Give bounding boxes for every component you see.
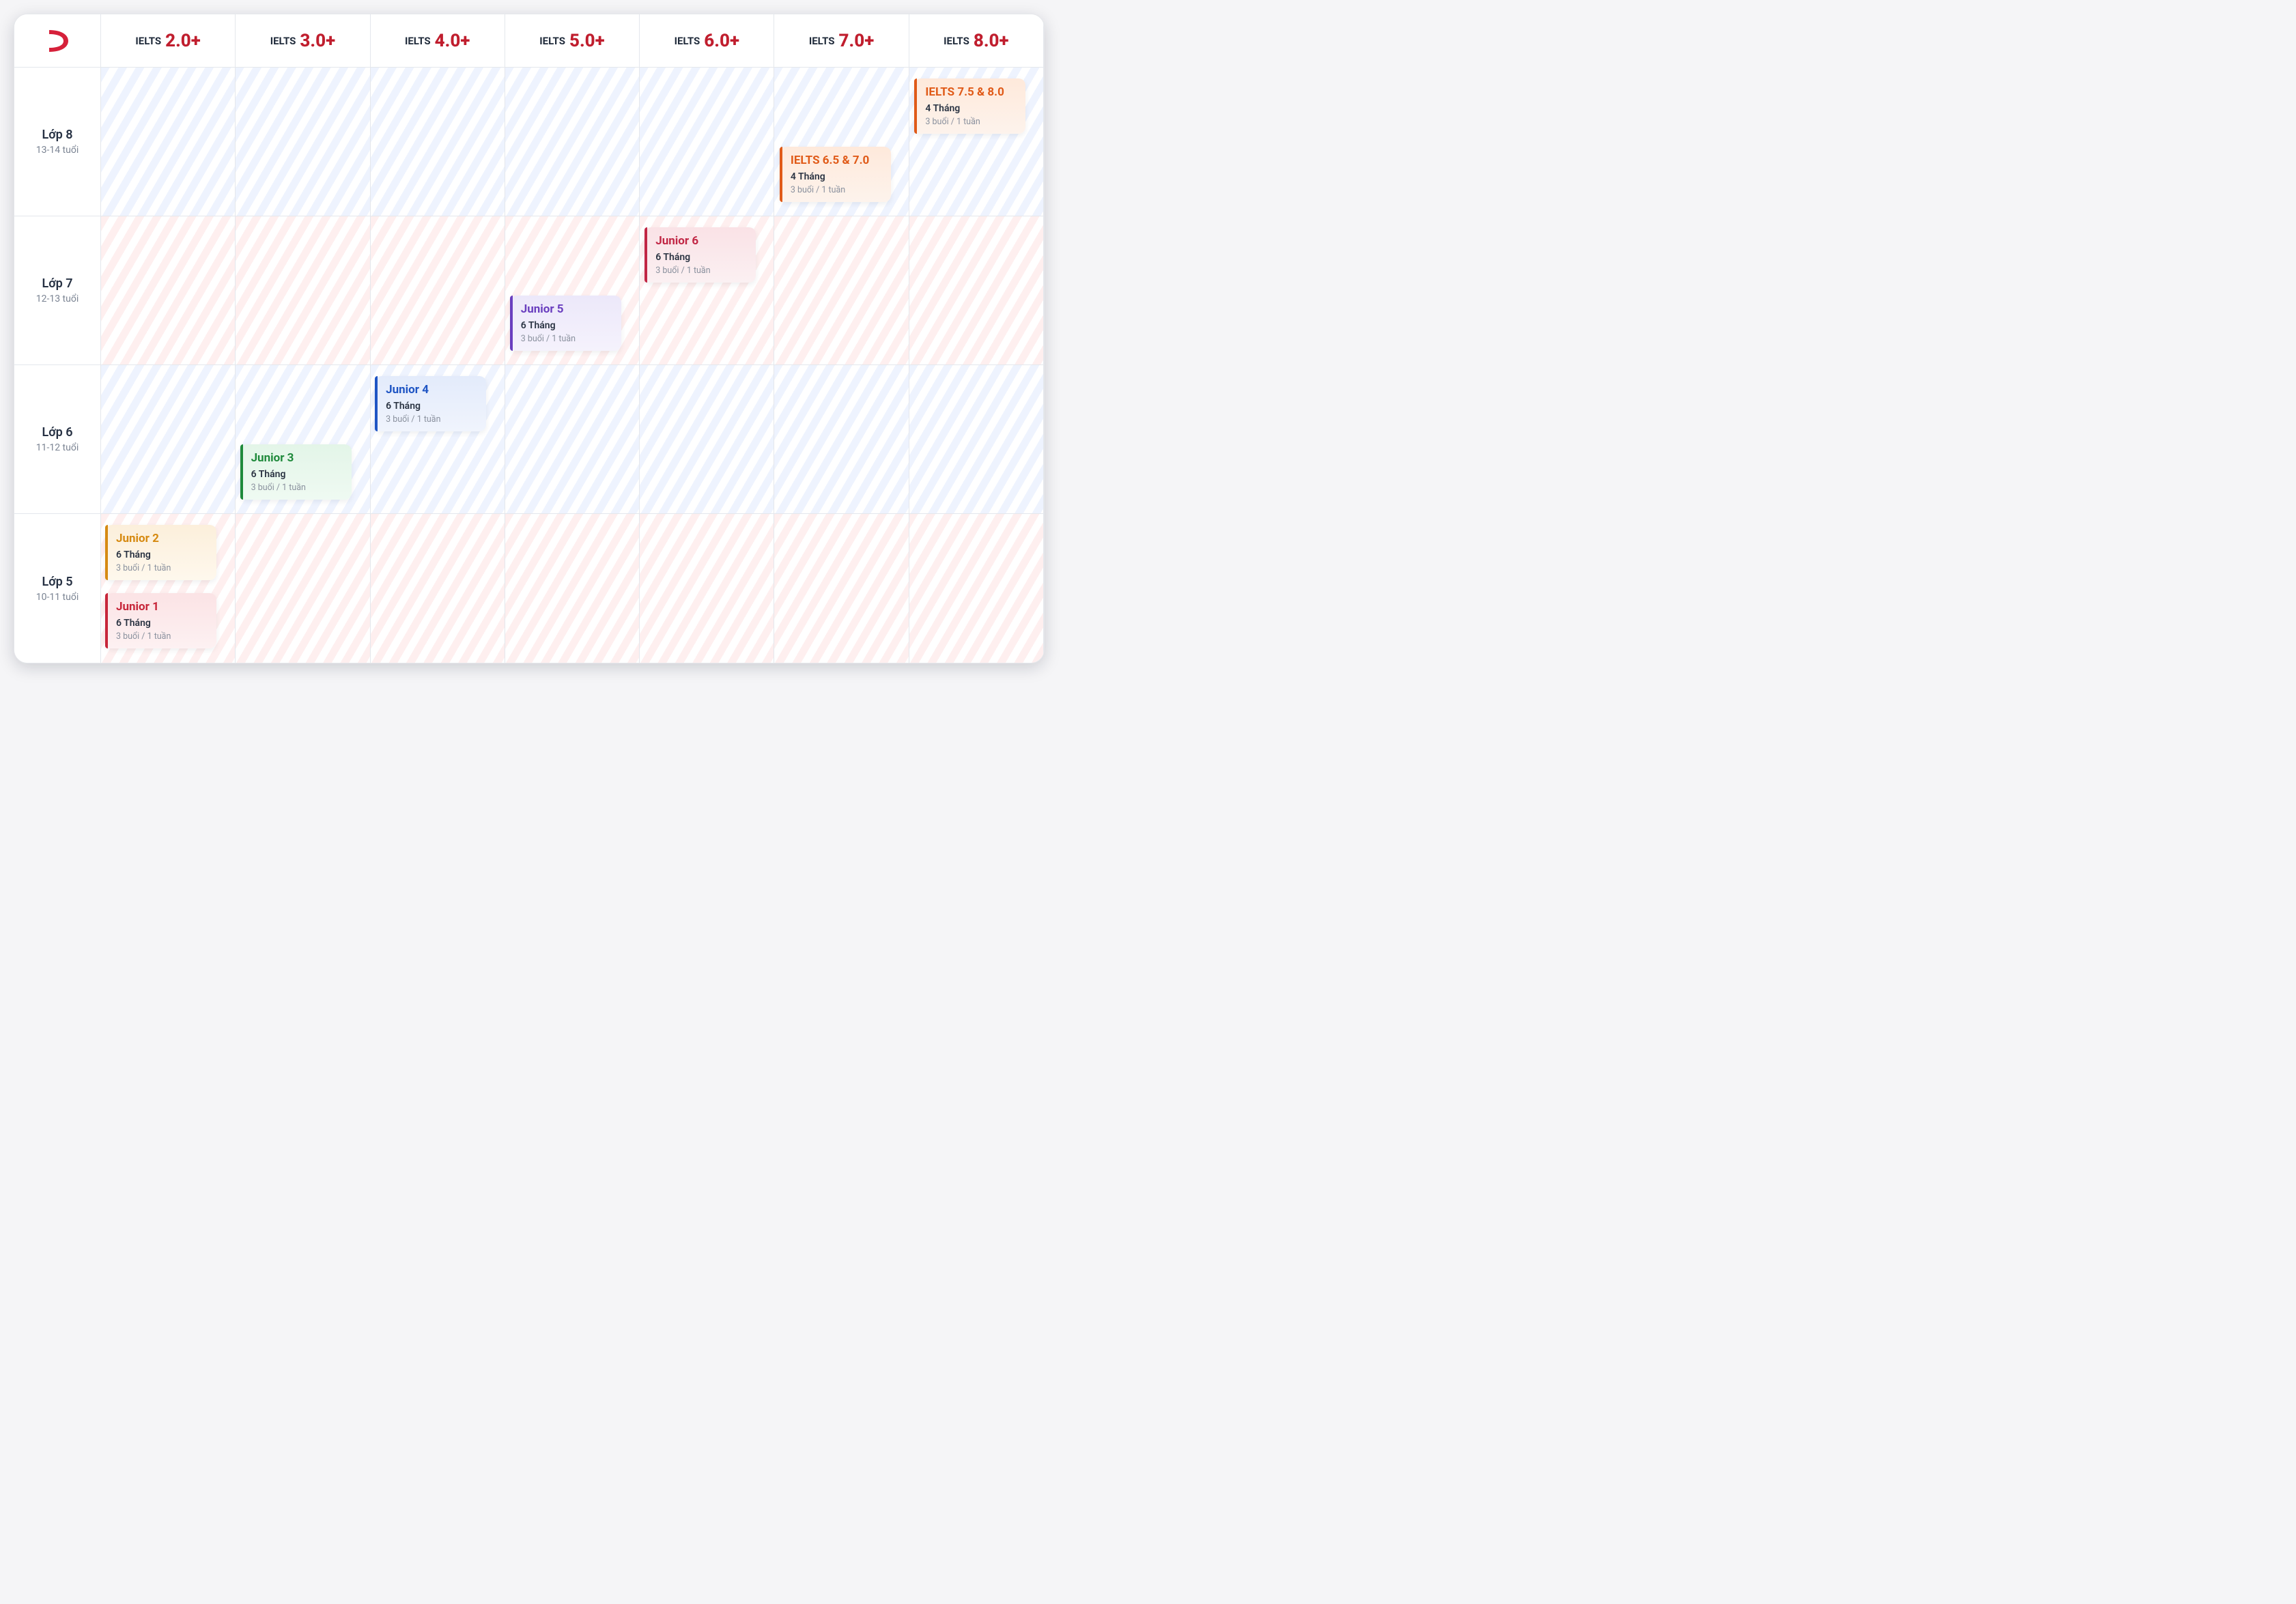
col-header-prefix: IELTS: [270, 35, 296, 47]
col-header-prefix: IELTS: [944, 35, 969, 47]
col-header-score: 4.0+: [435, 31, 470, 51]
col-header-2: IELTS 4.0+: [371, 14, 505, 68]
body-row-2: Junior 46 Tháng3 buổi / 1 tuầnJunior 36 …: [101, 365, 1044, 514]
grid-cell: [774, 365, 909, 513]
grid-cell: [101, 365, 236, 513]
grid-cell: [774, 216, 909, 364]
row-title: Lớp 7: [42, 276, 72, 291]
grid-cell: [909, 365, 1044, 513]
col-header-score: 8.0+: [974, 31, 1009, 51]
grid-cell: [236, 514, 370, 663]
logo-cell: [14, 14, 101, 68]
row-subtitle: 13-14 tuổi: [36, 145, 79, 156]
col-header-6: IELTS 8.0+: [909, 14, 1044, 68]
grid-cell: [774, 514, 909, 663]
col-header-score: 3.0+: [300, 31, 335, 51]
col-header-score: 6.0+: [704, 31, 739, 51]
grid-cell: [101, 68, 236, 216]
grid-cell: [909, 514, 1044, 663]
grid-cell: [371, 68, 505, 216]
grid-cell: [640, 216, 774, 364]
grid-cell: [505, 514, 640, 663]
grid-cell: [236, 365, 370, 513]
col-header-5: IELTS 7.0+: [774, 14, 909, 68]
row-title: Lớp 8: [42, 128, 72, 142]
col-header-prefix: IELTS: [539, 35, 565, 47]
col-header-3: IELTS 5.0+: [505, 14, 640, 68]
col-header-score: 7.0+: [839, 31, 875, 51]
grid-cell: [909, 216, 1044, 364]
grid-cell: [640, 365, 774, 513]
grid-cell: [101, 216, 236, 364]
col-header-prefix: IELTS: [135, 35, 161, 47]
row-label-3: Lớp 5 10-11 tuổi: [14, 514, 101, 663]
roadmap-table: IELTS 2.0+ IELTS 3.0+ IELTS 4.0+ IELTS 5…: [14, 14, 1045, 663]
grid-cell: [640, 68, 774, 216]
col-header-prefix: IELTS: [405, 35, 431, 47]
row-label-2: Lớp 6 11-12 tuổi: [14, 365, 101, 514]
grid-cell: [505, 68, 640, 216]
grid-cell: [236, 68, 370, 216]
col-header-score: 5.0+: [569, 31, 605, 51]
col-header-0: IELTS 2.0+: [101, 14, 236, 68]
body-row-3: Junior 26 Tháng3 buổi / 1 tuầnJunior 16 …: [101, 514, 1044, 663]
grid-cell: [101, 514, 236, 663]
grid-cell: [371, 365, 505, 513]
col-header-1: IELTS 3.0+: [236, 14, 370, 68]
row-subtitle: 10-11 tuổi: [36, 592, 79, 603]
row-label-0: Lớp 8 13-14 tuổi: [14, 68, 101, 216]
grid: IELTS 2.0+ IELTS 3.0+ IELTS 4.0+ IELTS 5…: [14, 14, 1044, 663]
row-title: Lớp 6: [42, 425, 72, 440]
grid-cell: [909, 68, 1044, 216]
row-subtitle: 11-12 tuổi: [36, 442, 79, 453]
col-header-prefix: IELTS: [675, 35, 700, 47]
grid-cell: [505, 365, 640, 513]
grid-cell: [640, 514, 774, 663]
row-title: Lớp 5: [42, 575, 72, 589]
col-header-prefix: IELTS: [809, 35, 835, 47]
grid-cell: [505, 216, 640, 364]
grid-cell: [371, 514, 505, 663]
grid-cell: [236, 216, 370, 364]
body-row-1: Junior 66 Tháng3 buổi / 1 tuầnJunior 56 …: [101, 216, 1044, 365]
grid-cell: [371, 216, 505, 364]
row-label-1: Lớp 7 12-13 tuổi: [14, 216, 101, 365]
body-row-0: IELTS 7.5 & 8.04 Tháng3 buổi / 1 tuầnIEL…: [101, 68, 1044, 216]
row-subtitle: 12-13 tuổi: [36, 293, 79, 304]
col-header-score: 2.0+: [165, 31, 201, 51]
brand-logo-icon: [42, 26, 72, 56]
grid-cell: [774, 68, 909, 216]
col-header-4: IELTS 6.0+: [640, 14, 774, 68]
